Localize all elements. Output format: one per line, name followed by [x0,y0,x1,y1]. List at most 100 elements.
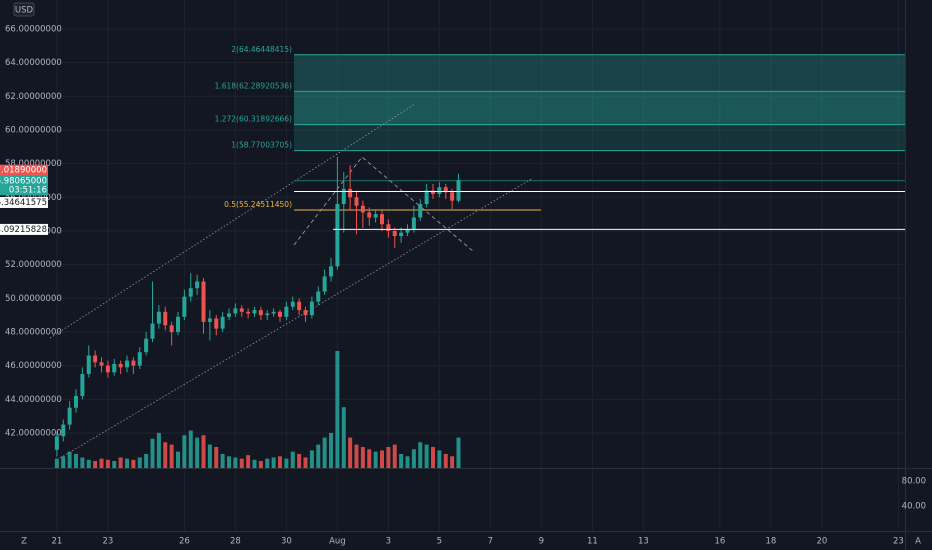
volume-bar [297,453,302,468]
volume-bar [450,456,455,468]
x-tick-label: 21 [51,537,62,547]
volume-bar [271,457,276,468]
candle-body [80,374,85,396]
price-tag-label: 56.34641575 [0,198,47,208]
candle-body [456,180,461,201]
candle-body [156,311,161,324]
candle-body [335,204,340,267]
y-tick-label: 46.00000000 [5,361,62,371]
x-tick-label: 23 [893,537,904,547]
volume-bar [258,460,263,468]
volume-bar [303,457,308,468]
auto-scale[interactable]: A [915,537,921,547]
candle-body [169,325,174,332]
x-tick-label: 20 [816,537,827,547]
volume-bar [252,459,257,468]
candle-body [144,338,149,353]
x-tick-label: Aug [329,537,346,547]
candle-body [405,229,410,233]
candle-body [411,217,416,230]
volume-bar [233,457,238,468]
volume-bar [265,458,270,468]
candle-body [329,266,334,277]
candle-body [105,365,110,373]
volume-bar [443,453,448,468]
volume-bar [246,455,251,468]
volume-bar [380,450,385,468]
fib-band [294,124,905,151]
x-tick-label: 18 [765,537,776,547]
candle-body [322,276,327,292]
volume-bar [93,460,98,468]
volume-bar [54,458,59,468]
candle-body [437,187,442,194]
volume-bar [290,451,295,468]
candle-body [227,313,232,317]
candle-body [188,288,193,297]
candle-body [112,363,117,373]
volume-bar [74,453,79,468]
channel-lower [59,177,534,459]
volume-bar [67,451,72,468]
volume-bar [437,450,442,468]
volume-bar [61,456,66,468]
indicator-tick-label: 40.00 [902,502,926,512]
volume-bar [405,456,410,468]
y-tick-label: 42.00000000 [5,428,62,438]
volume-bar [195,437,200,468]
candle-body [297,301,302,311]
fib-label: 0.5(55.24511450) [224,200,292,209]
candle-body [450,192,455,201]
y-tick-label: 48.00000000 [5,327,62,337]
currency: USD [15,6,34,16]
candle-body [207,318,212,322]
candle-body [220,316,225,329]
volume-bar [118,457,123,468]
candle-body [265,313,270,316]
corner-icon[interactable]: Z [21,537,27,547]
candle-body [386,224,391,231]
x-tick-label: 3 [386,537,391,547]
volume-bar [80,457,85,468]
price-tag-label: 56.98065000 [0,176,47,186]
price-tag [0,164,48,176]
pattern-lines [293,156,475,253]
price-tag [0,175,48,196]
candle-body [74,395,79,408]
volume-bar [392,444,397,468]
y-tick-label: 64.00000000 [5,58,62,68]
volume-bar [360,446,365,468]
candle-body [93,355,98,363]
candle-body [316,291,321,302]
volume-bar [367,449,372,468]
candle-body [354,197,359,206]
x-tick-label: 9 [539,537,544,547]
volume-bar [456,437,461,468]
currency-box[interactable] [13,2,35,17]
volume-bar [105,459,110,468]
volume-bar [163,442,168,468]
volume-bar [176,451,181,468]
y-tick-label: 58.00000000 [5,159,62,169]
volume-bar [424,444,429,468]
candle-body [239,308,244,312]
volume-bar [341,407,346,468]
candle-body [118,363,123,368]
candle-body [201,281,206,322]
fib-levels: 2(64.46448415) 1.618(62.28920536) 1.272(60… [215,45,905,211]
drawings [49,103,534,459]
candle-body [424,190,429,205]
volume-bar [278,456,283,468]
volume-bar [169,444,174,468]
indicator-tick-label: 80.00 [902,477,926,487]
candle-body [392,230,397,237]
price-tag-label: 57.01890000 [0,166,47,176]
candle-body [278,311,283,317]
price-tag [0,196,48,208]
candle-body [341,188,346,205]
volume-bar [386,446,391,468]
volume-bar [322,437,327,468]
candle-body [309,301,314,316]
volume-bar [131,459,136,468]
candle-body [303,310,308,316]
